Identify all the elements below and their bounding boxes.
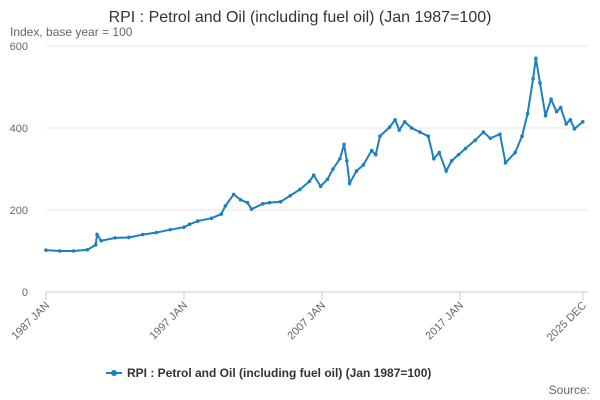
point	[488, 136, 493, 141]
point	[498, 132, 502, 136]
point	[378, 134, 382, 138]
point	[168, 227, 172, 232]
point	[572, 127, 577, 131]
y-tick-label: 400	[10, 123, 28, 135]
point	[288, 193, 293, 198]
point	[345, 159, 349, 163]
x-tick-label: 1997 JAN	[147, 300, 190, 343]
point	[298, 187, 302, 192]
y-tick-label: 200	[10, 205, 28, 217]
point	[311, 173, 316, 177]
point	[249, 207, 254, 211]
point	[449, 159, 454, 163]
point	[219, 212, 224, 216]
point	[481, 130, 486, 134]
point	[426, 134, 431, 138]
x-tick-label: 1987 JAN	[9, 300, 52, 343]
point	[338, 156, 342, 161]
point	[57, 249, 62, 253]
point	[473, 138, 477, 143]
point	[195, 219, 200, 223]
point	[99, 238, 103, 243]
point	[95, 232, 99, 237]
y-tick-label: 600	[10, 41, 28, 53]
chart-title: RPI : Petrol and Oil (including fuel oil…	[109, 9, 492, 26]
point	[409, 126, 414, 130]
point	[564, 122, 569, 126]
point	[347, 181, 352, 186]
point	[209, 216, 214, 220]
point	[140, 232, 145, 237]
point	[113, 236, 117, 240]
point	[154, 230, 159, 235]
point	[245, 200, 250, 205]
x-tick-label: 2007 JAN	[285, 300, 328, 343]
point	[44, 248, 48, 252]
x-tick-label: 2025 DEC	[545, 300, 589, 344]
point	[307, 179, 312, 184]
point	[187, 222, 192, 227]
point	[534, 56, 538, 61]
x-tick-label: 2017 JAN	[423, 300, 466, 343]
point	[520, 134, 524, 138]
point	[331, 167, 335, 171]
point	[238, 197, 243, 202]
point	[85, 247, 90, 252]
point	[354, 169, 359, 173]
point	[538, 81, 542, 85]
point	[342, 142, 346, 147]
point	[456, 152, 461, 157]
point	[568, 118, 573, 122]
point	[93, 243, 98, 247]
point	[182, 225, 186, 230]
point	[418, 130, 422, 134]
point	[260, 202, 265, 206]
point	[554, 109, 559, 114]
source: Source:	[549, 383, 590, 397]
point	[558, 105, 563, 110]
point	[373, 152, 378, 157]
point	[503, 161, 508, 165]
point	[361, 163, 366, 167]
point	[393, 118, 397, 122]
y-tick-label: 0	[22, 287, 28, 299]
point	[71, 249, 76, 253]
legend-marker	[111, 370, 117, 376]
point	[531, 77, 535, 81]
point	[513, 150, 517, 155]
point	[397, 128, 402, 132]
point	[318, 184, 323, 189]
legend-label: RPI : Petrol and Oil (including fuel oil…	[127, 366, 431, 380]
point	[543, 113, 548, 118]
point	[463, 146, 468, 151]
point	[369, 148, 374, 153]
point	[267, 200, 272, 205]
point	[444, 169, 448, 173]
point	[431, 156, 436, 161]
point	[580, 120, 585, 124]
chart-subtitle: Index, base year = 100	[10, 25, 133, 39]
point	[223, 204, 228, 208]
series-line	[45, 58, 584, 252]
point	[437, 150, 442, 155]
point	[525, 111, 530, 116]
point	[231, 192, 236, 197]
point	[126, 235, 131, 240]
point	[402, 120, 407, 124]
point	[278, 200, 283, 204]
point	[325, 177, 330, 182]
point	[387, 125, 392, 129]
point	[549, 97, 553, 102]
